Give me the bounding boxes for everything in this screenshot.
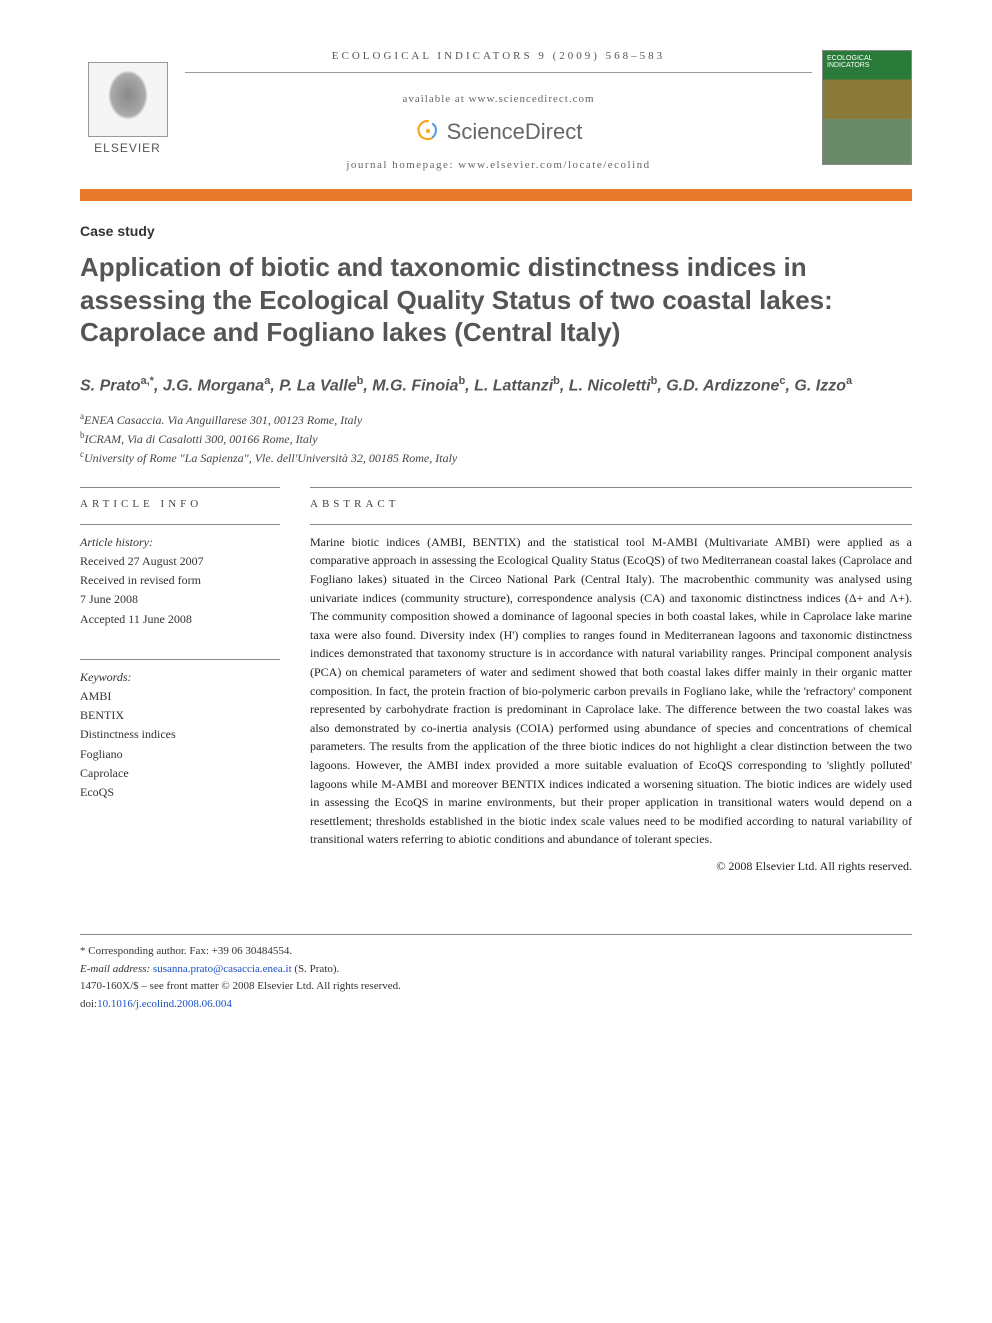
- abstract-heading: ABSTRACT: [310, 487, 912, 510]
- accent-bar: [80, 189, 912, 201]
- abstract-copyright: © 2008 Elsevier Ltd. All rights reserved…: [310, 859, 912, 874]
- journal-homepage: journal homepage: www.elsevier.com/locat…: [185, 159, 812, 171]
- history-line: 7 June 2008: [80, 590, 280, 609]
- keywords-block: Keywords: AMBIBENTIXDistinctness indices…: [80, 659, 280, 802]
- affiliation-line: cUniversity of Rome "La Sapienza", Vle. …: [80, 448, 912, 467]
- email-line: E-mail address: susanna.prato@casaccia.e…: [80, 961, 912, 979]
- corresponding-email-link[interactable]: susanna.prato@casaccia.enea.it: [153, 963, 292, 975]
- affiliation-line: aENEA Casaccia. Via Anguillarese 301, 00…: [80, 410, 912, 429]
- page-header: ELSEVIER ECOLOGICAL INDICATORS 9 (2009) …: [80, 50, 912, 181]
- abstract-text: Marine biotic indices (AMBI, BENTIX) and…: [310, 524, 912, 849]
- article-info-column: ARTICLE INFO Article history: Received 2…: [80, 487, 280, 874]
- corresponding-author: * Corresponding author. Fax: +39 06 3048…: [80, 943, 912, 961]
- doi-label: doi:: [80, 998, 97, 1010]
- keywords-label: Keywords:: [80, 668, 280, 687]
- header-center: ECOLOGICAL INDICATORS 9 (2009) 568–583 a…: [175, 50, 822, 181]
- journal-cover-thumbnail: ECOLOGICAL INDICATORS: [822, 50, 912, 165]
- author-list: S. Pratoa,*, J.G. Morganaa, P. La Valleb…: [80, 373, 912, 398]
- info-abstract-section: ARTICLE INFO Article history: Received 2…: [80, 487, 912, 874]
- article-info-heading: ARTICLE INFO: [80, 487, 280, 510]
- publisher-label: ELSEVIER: [94, 141, 161, 155]
- affiliation-line: bICRAM, Via di Casalotti 300, 00166 Rome…: [80, 429, 912, 448]
- article-history: Article history: Received 27 August 2007…: [80, 524, 280, 629]
- history-label: Article history:: [80, 533, 280, 552]
- affiliations: aENEA Casaccia. Via Anguillarese 301, 00…: [80, 410, 912, 467]
- keyword-item: Caprolace: [80, 764, 280, 783]
- sciencedirect-logo: ScienceDirect: [415, 119, 583, 145]
- article-type: Case study: [80, 223, 912, 239]
- doi-line: doi:10.1016/j.ecolind.2008.06.004: [80, 996, 912, 1014]
- email-label: E-mail address:: [80, 963, 150, 975]
- doi-value[interactable]: 10.1016/j.ecolind.2008.06.004: [97, 998, 232, 1010]
- cover-title: ECOLOGICAL INDICATORS: [827, 55, 911, 69]
- keyword-item: AMBI: [80, 687, 280, 706]
- page-footer: * Corresponding author. Fax: +39 06 3048…: [80, 934, 912, 1013]
- abstract-column: ABSTRACT Marine biotic indices (AMBI, BE…: [310, 487, 912, 874]
- sciencedirect-swirl-icon: [415, 119, 441, 145]
- keyword-item: BENTIX: [80, 706, 280, 725]
- keyword-item: EcoQS: [80, 783, 280, 802]
- history-line: Received in revised form: [80, 571, 280, 590]
- publisher-logo: ELSEVIER: [80, 50, 175, 155]
- keyword-item: Distinctness indices: [80, 725, 280, 744]
- email-author-name: (S. Prato).: [294, 963, 339, 975]
- journal-reference: ECOLOGICAL INDICATORS 9 (2009) 568–583: [185, 50, 812, 73]
- article-title: Application of biotic and taxonomic dist…: [80, 251, 912, 349]
- history-line: Accepted 11 June 2008: [80, 610, 280, 629]
- availability-line: available at www.sciencedirect.com: [185, 93, 812, 105]
- history-line: Received 27 August 2007: [80, 552, 280, 571]
- keyword-item: Fogliano: [80, 745, 280, 764]
- elsevier-tree-icon: [88, 62, 168, 137]
- sciencedirect-text: ScienceDirect: [447, 119, 583, 145]
- issn-line: 1470-160X/$ – see front matter © 2008 El…: [80, 978, 912, 996]
